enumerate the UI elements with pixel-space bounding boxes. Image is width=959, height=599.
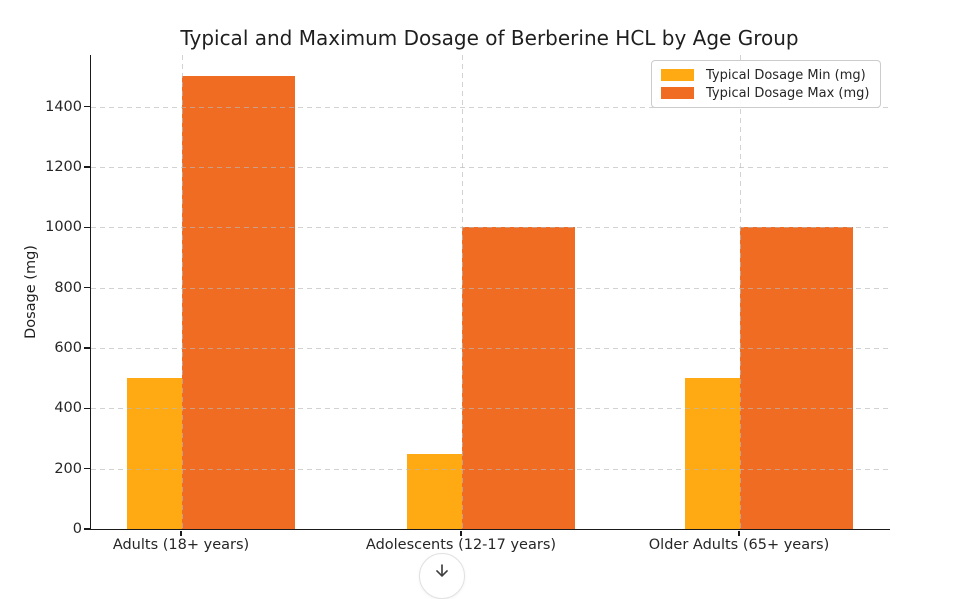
y-tick-label: 0 — [72, 521, 82, 537]
bar-max-0 — [182, 76, 295, 529]
x-tick-mark — [180, 530, 182, 536]
y-tick-mark — [84, 347, 90, 349]
y-tick-mark — [84, 166, 90, 168]
x-axis-label: Adolescents (12-17 years) — [365, 537, 557, 553]
x-tick-mark — [460, 530, 462, 536]
y-tick-label: 1000 — [45, 219, 82, 236]
y-tick-mark — [84, 407, 90, 410]
chart-figure: Typical and Maximum Dosage of Berberine … — [23, 26, 890, 599]
legend-item: Typical Dosage Max (mg) — [652, 86, 880, 101]
bar-min-2 — [685, 378, 741, 529]
x-tick-mark — [738, 530, 740, 536]
x-axis-label: Adults (18+ years) — [112, 537, 250, 553]
y-tick-label: 1200 — [45, 158, 82, 175]
y-tick-mark — [84, 226, 90, 229]
legend-label: Typical Dosage Min (mg) — [706, 67, 866, 83]
y-tick-mark — [84, 286, 90, 289]
y-tick-label: 600 — [54, 339, 82, 356]
x-axis-label: Older Adults (65+ years) — [648, 537, 830, 553]
y-tick-label: 200 — [54, 460, 82, 477]
scroll-down-button[interactable] — [419, 553, 465, 599]
y-tick-label: 400 — [54, 400, 82, 417]
legend-swatch-max — [661, 87, 694, 99]
bar-min-1 — [406, 453, 462, 529]
y-tick-label: 800 — [54, 279, 82, 296]
chart-title: Typical and Maximum Dosage of Berberine … — [180, 26, 799, 50]
y-tick-mark — [84, 528, 90, 530]
y-tick-mark — [84, 105, 90, 108]
plot-area — [90, 55, 890, 530]
arrow-down-icon — [436, 564, 448, 577]
legend-label: Typical Dosage Max (mg) — [706, 85, 870, 101]
y-tick-mark — [84, 467, 90, 470]
legend-item: Typical Dosage Min (mg) — [652, 68, 880, 83]
legend: Typical Dosage Min (mg) Typical Dosage Ma… — [651, 60, 881, 108]
y-tick-label: 1400 — [45, 98, 82, 115]
bar-min-0 — [127, 378, 182, 529]
bar-max-1 — [461, 227, 575, 529]
bar-max-2 — [740, 227, 854, 529]
legend-swatch-min — [661, 69, 694, 81]
